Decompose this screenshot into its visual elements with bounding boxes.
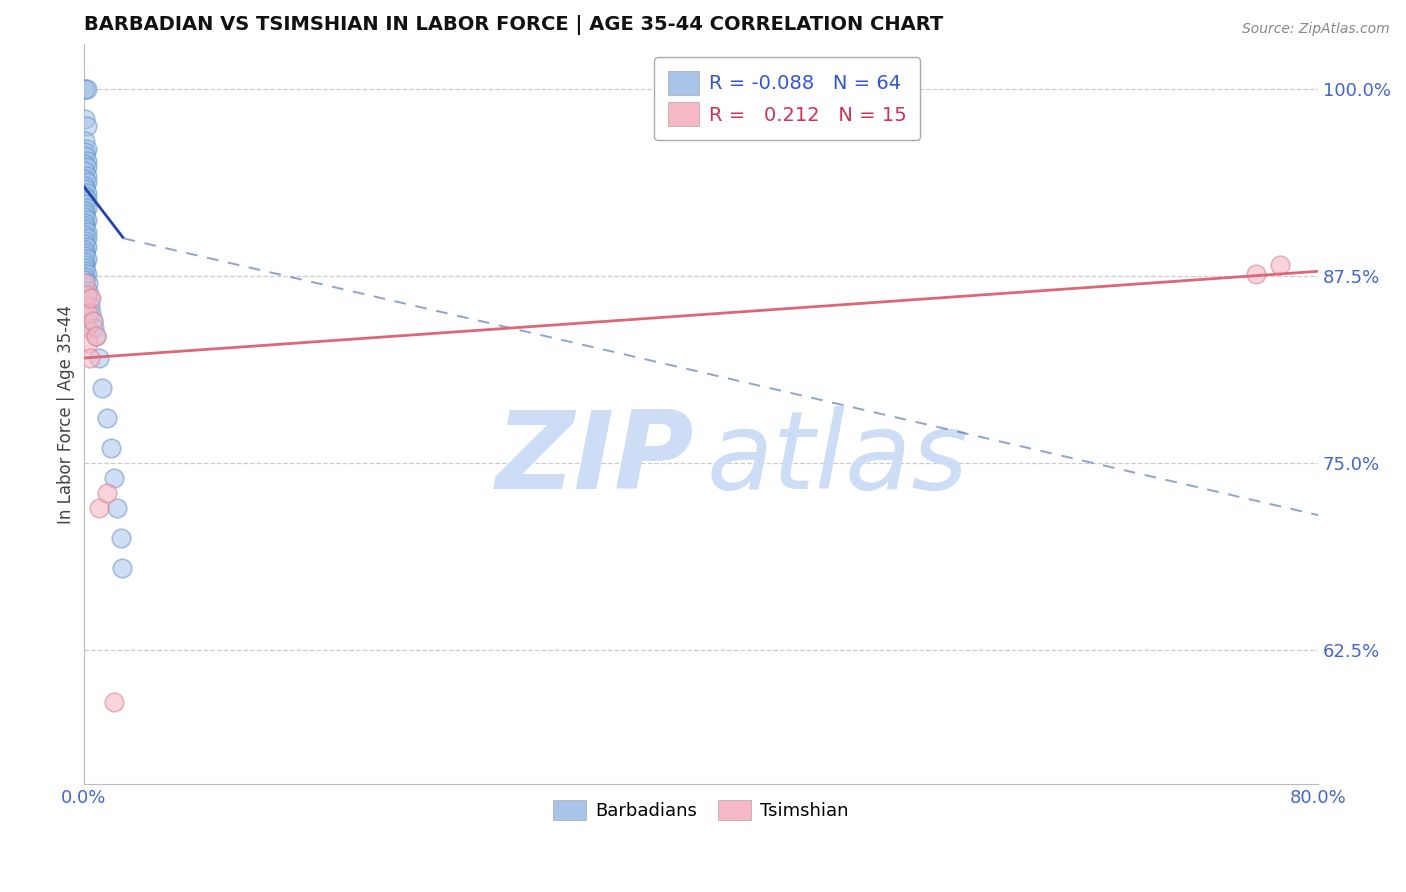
Point — [73, 219, 96, 234]
Point — [79, 351, 101, 365]
Text: Source: ZipAtlas.com: Source: ZipAtlas.com — [1241, 22, 1389, 37]
Point — [73, 228, 96, 243]
Point — [76, 175, 98, 189]
Point — [73, 204, 96, 219]
Point — [76, 252, 98, 267]
Point — [73, 82, 96, 96]
Point — [73, 189, 96, 203]
Point — [80, 291, 103, 305]
Point — [73, 112, 96, 126]
Point — [77, 306, 100, 320]
Point — [73, 270, 96, 285]
Point — [80, 306, 103, 320]
Point — [107, 500, 129, 515]
Point — [76, 267, 98, 281]
Point — [73, 82, 96, 96]
Point — [76, 142, 98, 156]
Point — [1268, 258, 1291, 272]
Text: ZIP: ZIP — [496, 406, 695, 512]
Point — [79, 291, 101, 305]
Point — [103, 471, 125, 485]
Point — [76, 226, 98, 240]
Y-axis label: In Labor Force | Age 35-44: In Labor Force | Age 35-44 — [58, 304, 75, 524]
Point — [76, 213, 98, 227]
Point — [73, 261, 96, 276]
Point — [76, 186, 98, 201]
Point — [73, 216, 96, 230]
Point — [73, 182, 96, 196]
Text: BARBADIAN VS TSIMSHIAN IN LABOR FORCE | AGE 35-44 CORRELATION CHART: BARBADIAN VS TSIMSHIAN IN LABOR FORCE | … — [83, 15, 943, 35]
Point — [73, 164, 96, 178]
Point — [1246, 267, 1268, 281]
Point — [73, 277, 96, 291]
Point — [76, 321, 98, 335]
Legend: Barbadians, Tsimshian: Barbadians, Tsimshian — [546, 793, 856, 827]
Point — [111, 560, 134, 574]
Point — [73, 179, 96, 194]
Point — [76, 193, 98, 207]
Point — [87, 500, 110, 515]
Point — [84, 328, 107, 343]
Point — [76, 119, 98, 133]
Point — [100, 441, 122, 455]
Point — [76, 202, 98, 216]
Point — [76, 231, 98, 245]
Point — [73, 258, 96, 272]
Point — [84, 328, 107, 343]
Point — [73, 171, 96, 186]
Point — [73, 149, 96, 163]
Point — [73, 264, 96, 278]
Point — [96, 410, 118, 425]
Point — [73, 207, 96, 221]
Point — [82, 313, 104, 327]
Point — [76, 169, 98, 183]
Point — [73, 145, 96, 159]
Point — [82, 313, 104, 327]
Point — [73, 237, 96, 252]
Point — [73, 156, 96, 170]
Point — [76, 288, 98, 302]
Point — [73, 134, 96, 148]
Text: atlas: atlas — [707, 406, 969, 511]
Point — [73, 235, 96, 249]
Point — [73, 222, 96, 236]
Point — [87, 351, 110, 365]
Point — [103, 695, 125, 709]
Point — [76, 240, 98, 254]
Point — [73, 299, 96, 313]
Point — [91, 381, 114, 395]
Point — [79, 299, 101, 313]
Point — [73, 244, 96, 258]
Point — [77, 277, 100, 291]
Point — [76, 160, 98, 174]
Point — [73, 249, 96, 263]
Point — [73, 246, 96, 260]
Point — [76, 82, 98, 96]
Point — [73, 255, 96, 269]
Point — [77, 284, 100, 298]
Point — [96, 485, 118, 500]
Point — [73, 273, 96, 287]
Point — [110, 531, 132, 545]
Point — [73, 197, 96, 211]
Point — [76, 153, 98, 168]
Point — [73, 211, 96, 225]
Point — [83, 321, 105, 335]
Point — [77, 336, 100, 351]
Point — [73, 194, 96, 208]
